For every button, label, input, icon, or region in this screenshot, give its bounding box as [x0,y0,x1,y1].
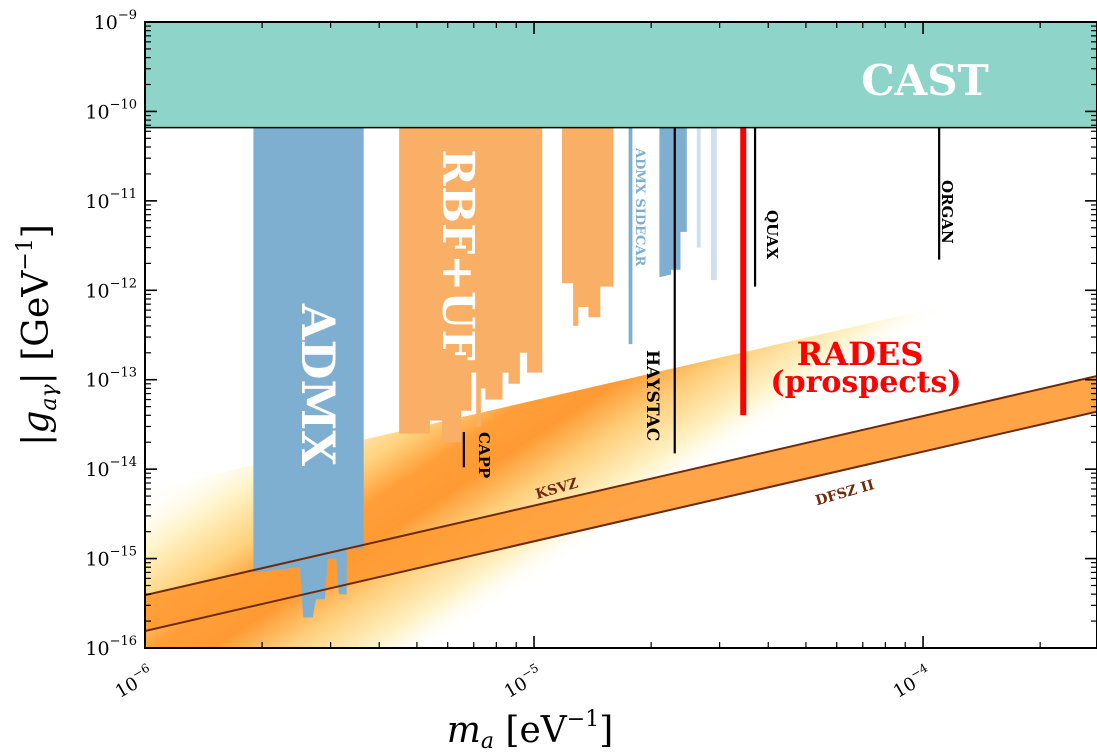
y-tick-label: 10−10 [85,97,137,123]
y-tick-label: 10−14 [85,455,137,481]
y-tick-label: 10−9 [94,8,137,34]
rades-prospects-label: (prospects) [770,365,961,400]
dfsz-line [145,410,1097,632]
axes-frame [144,21,1097,649]
admx-label: ADMX [291,303,345,467]
cast-region [145,22,1097,128]
admx-region [253,127,364,618]
x-tick-label: 10−5 [499,661,547,703]
plot-area [145,22,1097,648]
faint-exclusion-strips [696,127,717,281]
organ-label: ORGAN [938,180,956,244]
y-tick-label: 10−12 [85,276,137,302]
y-tick-label: 10−16 [85,634,137,660]
quax-label: QUAX [763,210,781,259]
x-tick-label: 10−6 [110,661,158,703]
y-axis-title: |gaγ| [GeV−1] [13,224,62,446]
y-axis-ticks: 10−16 10−15 10−14 10−13 10−12 10−11 10−10 10−9 [85,8,1097,660]
haystac-region [659,127,687,278]
rbf-uf-region [399,127,543,443]
haystac-label: HAYSTAC [642,350,662,441]
rbf-uf-region-right [562,127,614,326]
x-axis-title: ma [eV−1] [447,707,614,753]
capp-label: CAPP [475,432,493,478]
y-tick-label: 10−15 [85,545,137,571]
y-tick-label: 10−13 [85,366,137,392]
ksvz-line [145,375,1097,597]
admx-sidecar-region [628,127,633,345]
cast-label: CAST [861,56,989,105]
admx-sidecar-label: ADMX SIDECAR [632,147,647,266]
y-tick-label: 10−11 [85,187,137,213]
rades-label: RADES [797,335,924,373]
qcd-band-core [145,376,1097,631]
rbf-uf-label: RBF+UF [432,149,483,360]
x-tick-label: 10−4 [888,661,936,703]
